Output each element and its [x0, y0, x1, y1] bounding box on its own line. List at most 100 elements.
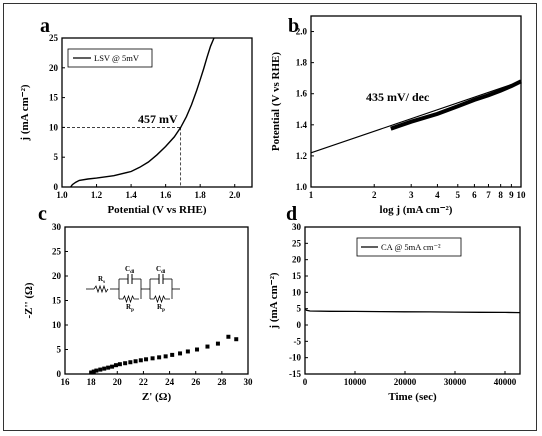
- y-tick-label: 0: [54, 182, 59, 192]
- nyquist-point: [138, 358, 143, 363]
- resistor-rs-icon: [93, 284, 109, 294]
- y-tick-label: 0: [57, 369, 62, 379]
- y-tick-label: 15: [292, 271, 302, 281]
- resistor-p1-icon: [119, 294, 139, 304]
- nyquist-point: [150, 356, 155, 361]
- x-axis-label: Potential (V vs RHE): [107, 204, 206, 216]
- y-tick-label: 0: [297, 320, 302, 330]
- x-tick-label: 6: [472, 190, 477, 200]
- equivalent-circuit-inset: Rs Cdl Rp Cdl Rp: [86, 265, 180, 313]
- x-tick-label: 1.2: [91, 190, 103, 200]
- circuit-label: Cdl: [156, 265, 166, 275]
- x-tick-label: 4: [435, 190, 440, 200]
- plot-frame-b: [310, 15, 522, 188]
- axes-a: 1.0 1.2 1.4 1.6 1.8 2.0 0 5 10 15 20 25 Potential (V…: [19, 33, 253, 216]
- panel-letter-d: d: [286, 203, 297, 225]
- circuit-label-main: C: [125, 265, 130, 273]
- nyquist-point: [157, 355, 162, 360]
- y-tick-label: -10: [289, 353, 301, 363]
- x-tick-label: 30: [244, 377, 254, 387]
- x-tick-label: 5: [456, 190, 461, 200]
- circuit-label-sub: p: [162, 308, 165, 313]
- x-tick-label: 22: [139, 377, 149, 387]
- y-tick-label: 10: [49, 122, 59, 132]
- x-tick-label: 40000: [494, 377, 517, 387]
- nyquist-point: [163, 354, 168, 359]
- y-tick-label: 25: [292, 238, 302, 248]
- x-tick-label: 9: [509, 190, 514, 200]
- x-axis-label: Z' (Ω): [142, 391, 172, 403]
- nyquist-point: [94, 368, 99, 373]
- circuit-label-main: C: [156, 265, 161, 273]
- nyquist-point: [178, 351, 183, 356]
- y-tick-label: 10: [292, 287, 302, 297]
- nyquist-point: [185, 349, 190, 354]
- x-tick-label: 2: [372, 190, 377, 200]
- x-tick-label: 20: [113, 377, 123, 387]
- y-axis-label: j (mA cm⁻²): [19, 84, 31, 141]
- plot-frame-a: [61, 37, 253, 188]
- x-tick-label: 16: [61, 377, 71, 387]
- x-tick-label: 18: [87, 377, 97, 387]
- y-tick-label: 1.4: [296, 120, 308, 130]
- nyquist-point: [110, 364, 115, 369]
- x-tick-label: 1.0: [56, 190, 68, 200]
- tafel-data-line: [390, 79, 522, 131]
- figure-frame: [3, 3, 537, 431]
- panel-letter-c: c: [38, 203, 47, 225]
- series-line-lsv: [70, 37, 215, 188]
- x-tick-label: 8: [498, 190, 503, 200]
- y-axis-label: Potential (V vs RHE): [270, 52, 282, 151]
- legend-label: CA @ 5mA cm⁻²: [381, 242, 441, 252]
- legend-label: LSV @ 5mV: [94, 53, 140, 63]
- nyquist-point: [128, 360, 133, 365]
- nyquist-point: [91, 369, 96, 374]
- circuit-label-main: R: [157, 303, 163, 311]
- circuit-label-sub: dl: [130, 270, 135, 275]
- y-tick-label: 30: [292, 222, 302, 232]
- x-tick-label: 1.4: [125, 190, 137, 200]
- nyquist-point: [106, 365, 111, 370]
- x-tick-label: 0: [303, 377, 308, 387]
- legend-box: [67, 48, 153, 68]
- axes-c: 16 18 20 22 24 26 28 30 0 5 10 15 20 25 30 Z' (Ω) -Z'' (…: [23, 222, 253, 403]
- nyquist-point: [195, 347, 200, 352]
- nyquist-point: [102, 366, 107, 371]
- circuit-label: Cdl: [125, 265, 135, 275]
- y-tick-label: 5: [54, 152, 59, 162]
- nyquist-point: [89, 370, 94, 375]
- nyquist-point: [133, 359, 138, 364]
- y-axis-label: -Z'' (Ω): [23, 282, 35, 318]
- y-tick-label: 5: [297, 304, 302, 314]
- y-tick-label: 2.0: [296, 27, 308, 37]
- x-tick-label: 2.0: [229, 190, 241, 200]
- resistor-p2-icon: [150, 294, 170, 304]
- x-tick-label: 28: [217, 377, 227, 387]
- nyquist-point: [98, 367, 103, 372]
- circuit-label: Rp: [157, 303, 165, 313]
- x-tick-label: 3: [409, 190, 414, 200]
- x-tick-label: 1: [309, 190, 314, 200]
- legend: LSV @ 5mV: [67, 48, 153, 68]
- panel-letter-b: b: [288, 15, 299, 37]
- legend: CA @ 5mA cm⁻²: [356, 237, 462, 257]
- nyquist-point: [226, 334, 231, 339]
- y-tick-label: 20: [292, 255, 302, 265]
- axes-d: 0 10000 20000 30000 40000 -15 -10 -5 0 5 10 15 20 25 3…: [268, 222, 521, 403]
- y-tick-label: 10: [52, 320, 62, 330]
- plot-frame-c: [64, 226, 249, 375]
- circuit-label-sub: dl: [161, 270, 166, 275]
- y-tick-label: 1.6: [296, 89, 308, 99]
- circuit-label: Rp: [126, 303, 134, 313]
- nyquist-point: [113, 363, 118, 368]
- nyquist-point: [170, 352, 175, 357]
- legend-box: [356, 237, 462, 257]
- x-tick-label: 7: [486, 190, 491, 200]
- x-tick-label: 20000: [394, 377, 417, 387]
- y-tick-label: 15: [52, 296, 62, 306]
- circuit-label-main: R: [98, 275, 104, 283]
- overpotential-annotation: 457 mV: [138, 112, 178, 126]
- y-tick-label: 20: [49, 63, 59, 73]
- nyquist-point: [123, 361, 128, 366]
